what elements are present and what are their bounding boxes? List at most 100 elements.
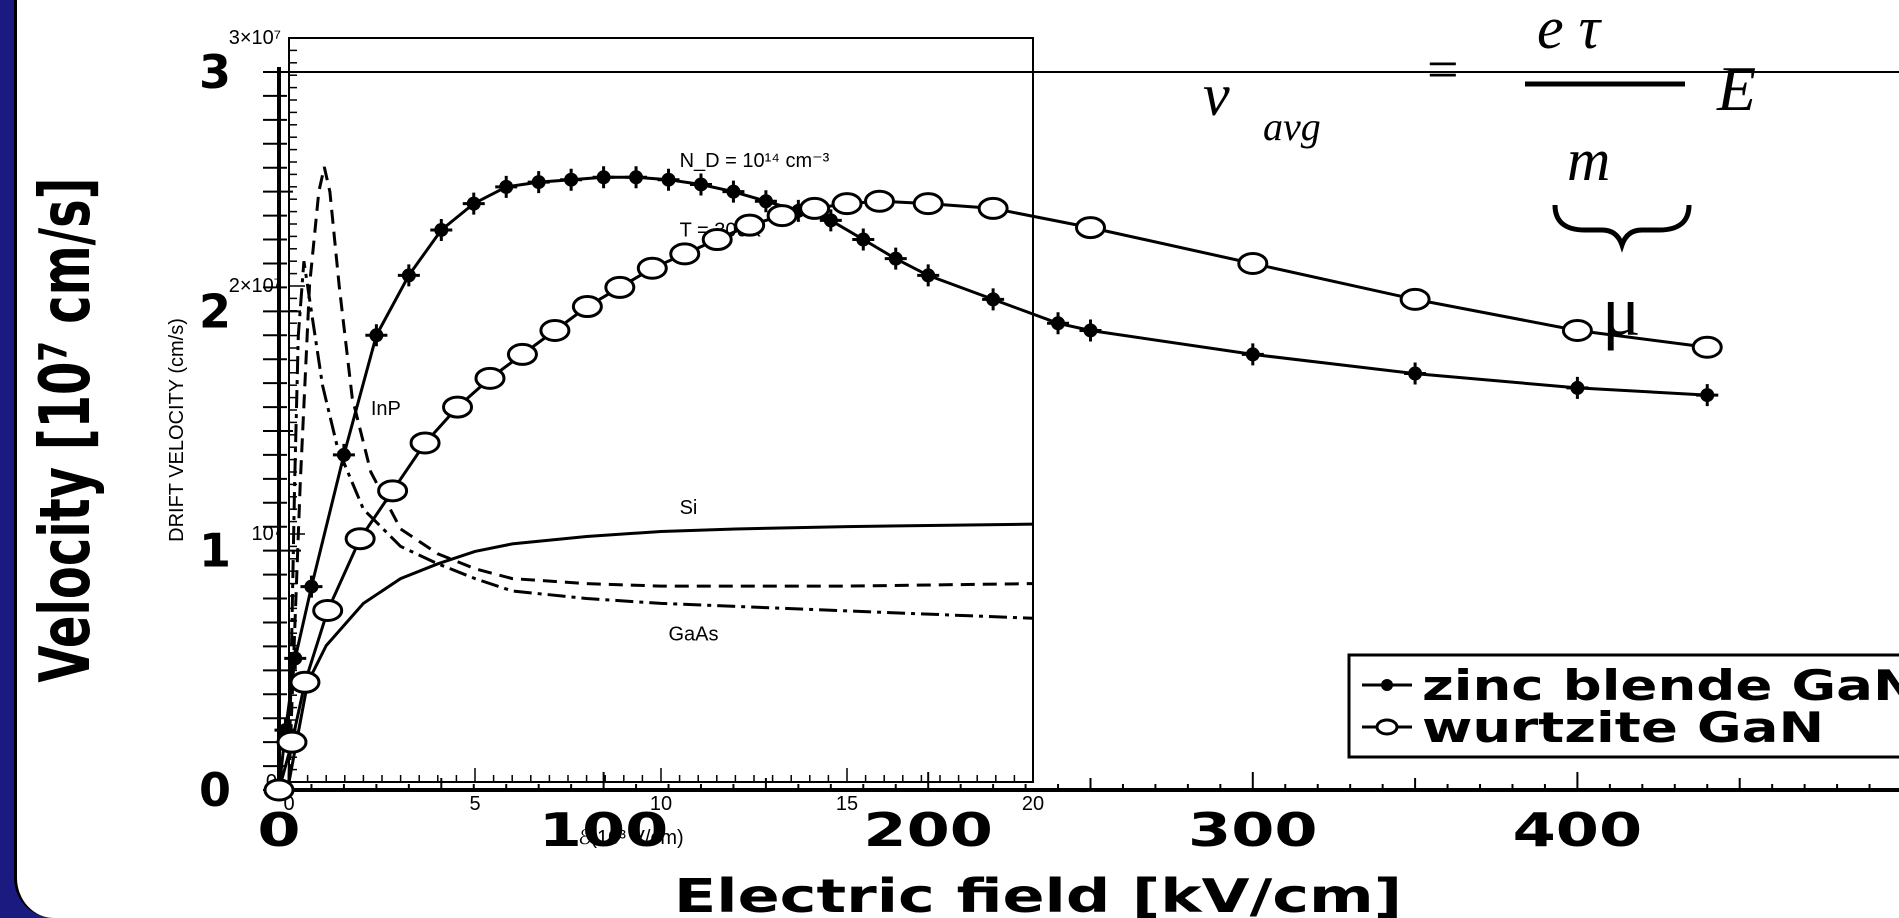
inset-annotation-inp: InP (371, 398, 401, 420)
inset-x-tick-label: 20 (1022, 793, 1044, 815)
zincblende-point-cross (1566, 376, 1589, 399)
inset-x-tick-label: 5 (469, 793, 480, 815)
wurtzite-point (571, 295, 603, 319)
zincblende-point-cross (397, 264, 420, 287)
zincblende-point-cross (982, 288, 1005, 311)
inset-annotation-gaas: GaAs (668, 624, 718, 646)
zincblende-point-cross (657, 168, 680, 191)
zincblende-point-cross (689, 173, 712, 196)
inset-chart: 0 5 10 15 20 0 10⁷ 2×10⁷ 3×10⁷ DRIFT VELOCITY (cm… (166, 27, 1044, 849)
wurtzite-point (474, 366, 506, 390)
wurtzite-point (1561, 318, 1593, 342)
inset-y-axis-label: DRIFT VELOCITY (cm/s) (166, 318, 188, 542)
zincblende-point-cross (852, 228, 875, 251)
inset-x-tick-label: 15 (836, 793, 858, 815)
legend-marker-zincblende (1381, 679, 1393, 691)
main-y-tick-label: 3 (199, 45, 231, 99)
zincblende-point-cross (560, 168, 583, 191)
zincblende-point-cross (332, 443, 355, 466)
zincblende-point-cross (1241, 343, 1264, 366)
inset-y-tick-label: 10⁷ (252, 523, 281, 545)
wurtzite-point (864, 189, 896, 213)
zincblende-point-cross (917, 264, 940, 287)
zincblende-point-cross (300, 575, 323, 598)
wurtzite-point (344, 527, 376, 551)
zincblende-point-cross (365, 324, 388, 347)
zincblende-point-cross (592, 166, 615, 189)
eq-equals: = (1427, 39, 1459, 101)
inset-y-tick-label: 3×10⁷ (229, 27, 281, 49)
wurtzite-point (636, 256, 668, 280)
legend-box (1347, 653, 1899, 759)
inset-series-gaas (287, 260, 1034, 783)
zincblende-point-cross (1079, 319, 1102, 342)
zincblende-point-cross (430, 218, 453, 241)
inset-series-si (287, 522, 1034, 783)
main-x-tick-label: 0 (257, 803, 300, 857)
wurtzite-point (409, 431, 441, 455)
wurtzite-point (1075, 216, 1106, 240)
equation: v avg = e τ m E μ (1203, 0, 1756, 351)
wurtzite-point (312, 599, 344, 622)
eq-numerator: e τ (1537, 0, 1603, 61)
wurtzite-point (289, 670, 321, 694)
inset-annotation-doping: N_D = 10¹⁴ cm⁻³ (680, 150, 830, 172)
zincblende-point-cross (527, 171, 550, 194)
wurtzite-point (766, 204, 798, 228)
zincblende-point-cross (284, 647, 307, 670)
zincblende-point-cross (722, 180, 745, 203)
inset-x-tick-label: 10 (650, 793, 672, 815)
wurtzite-point (377, 479, 409, 503)
legend-label: zinc blende GaN (1422, 662, 1899, 710)
zincblende-point-cross (625, 166, 648, 189)
inset-y-tick-label: 2×10⁷ (229, 275, 281, 297)
main-x-tick-label: 300 (1188, 803, 1318, 857)
eq-field: E (1716, 53, 1756, 124)
eq-underbrace (1552, 204, 1692, 253)
main-x-tick-label: 100 (539, 803, 669, 857)
main-y-tick-label: 1 (199, 524, 231, 578)
zincblende-point-cross (495, 175, 518, 198)
zincblende-point-cross (819, 209, 842, 232)
wurtzite-point (1237, 251, 1269, 275)
wurtzite-point (734, 213, 766, 237)
wurtzite-point (276, 730, 308, 754)
slide: v avg = e τ m E μ 05101520010⁷2×10⁷3×10⁷… (14, 0, 1899, 918)
zincblende-point-cross (1696, 384, 1719, 407)
eq-subscript: avg (1263, 104, 1321, 149)
main-x-tick-label: 400 (1513, 803, 1643, 857)
main-y-tick-label: 2 (199, 284, 231, 338)
main-y-axis-label: Velocity [10⁷ cm/s] (26, 177, 106, 682)
main-x-tick-label: 200 (863, 803, 993, 857)
wurtzite-point (1691, 335, 1723, 359)
wurtzite-point (977, 196, 1009, 220)
zincblende-point-cross (884, 247, 907, 270)
zincblende-point-cross (1404, 362, 1427, 385)
wurtzite-point (506, 342, 538, 366)
wurtzite-point (831, 192, 863, 216)
wurtzite-point (442, 395, 474, 419)
zincblende-point-cross (1047, 312, 1070, 335)
main-x-axis-label: Electric field [kV/cm] (674, 869, 1402, 918)
wurtzite-point (604, 275, 636, 299)
wurtzite-point (701, 228, 733, 252)
inset-x-tick-label: 0 (283, 793, 294, 815)
velocity-chart: v avg = e τ m E μ 05101520010⁷2×10⁷3×10⁷… (26, 0, 1899, 918)
wurtzite-point (539, 318, 571, 342)
main-series-line-1 (277, 199, 1708, 791)
inset-x-axis-label: ℰ(10³ V/cm) (578, 827, 683, 849)
inset-series-inp (287, 166, 1034, 783)
main-y-tick-label: 0 (199, 763, 231, 817)
wurtzite-point (263, 778, 295, 802)
wurtzite-point (912, 192, 944, 216)
zincblende-point-cross (754, 190, 777, 213)
inset-annotation-si: Si (680, 497, 698, 519)
legend-label: wurtzite GaN (1422, 704, 1824, 752)
eq-denominator: m (1567, 127, 1610, 193)
wurtzite-point (1399, 287, 1431, 311)
legend-marker-wurtzite (1375, 718, 1399, 736)
zincblende-point-cross (462, 192, 485, 215)
wurtzite-point (669, 242, 701, 266)
